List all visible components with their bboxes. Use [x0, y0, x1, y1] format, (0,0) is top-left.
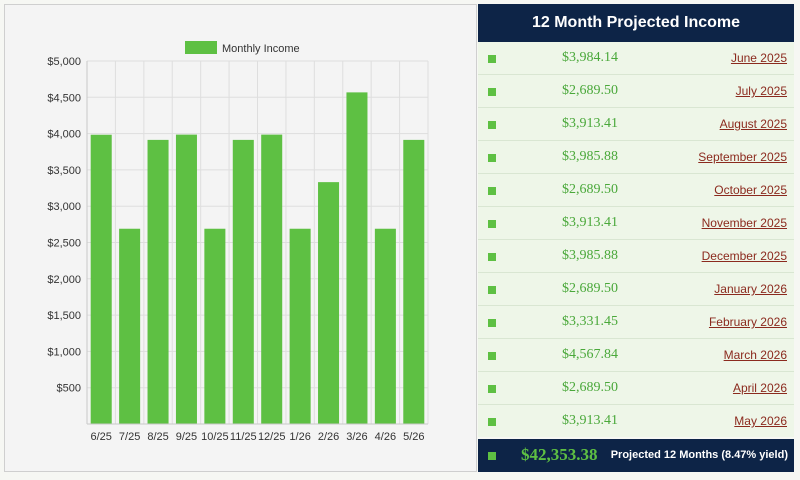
income-amount: $2,689.50: [562, 83, 618, 98]
bullet-icon: [488, 253, 496, 261]
month-link[interactable]: August 2025: [719, 117, 787, 131]
x-tick-label: 11/25: [230, 431, 257, 443]
y-tick-label: $1,500: [47, 310, 81, 322]
bar: [147, 139, 169, 425]
bullet-icon: [488, 187, 496, 195]
x-tick-label: 8/25: [147, 431, 168, 443]
legend-label: Monthly Income: [222, 43, 300, 55]
month-link[interactable]: January 2026: [714, 282, 787, 296]
bullet-icon: [488, 452, 496, 460]
y-tick-label: $5,000: [47, 56, 81, 68]
bar: [175, 134, 197, 424]
y-tick-label: $3,000: [47, 201, 81, 213]
bullet-icon: [488, 88, 496, 96]
income-amount: $3,985.88: [562, 248, 618, 263]
month-link[interactable]: April 2026: [732, 381, 787, 395]
month-link[interactable]: February 2026: [708, 315, 787, 329]
x-tick-label: 1/26: [289, 431, 310, 443]
income-row: $2,689.50 October 2025: [478, 174, 794, 207]
y-tick-label: $4,000: [47, 129, 81, 141]
bar: [90, 134, 112, 424]
x-tick-label: 9/25: [176, 431, 197, 443]
total-footer: $42,353.38 Projected 12 Months (8.47% yi…: [478, 439, 794, 472]
income-row: $2,689.50 January 2026: [478, 273, 794, 306]
income-list: $3,984.14 June 2025 $2,689.50 July 2025 $3,9…: [478, 42, 794, 437]
income-row: $3,913.41 May 2026: [478, 405, 794, 437]
x-tick-label: 5/26: [403, 431, 424, 443]
x-tick-label: 6/25: [90, 431, 111, 443]
bullet-icon: [488, 55, 496, 63]
bar: [261, 134, 283, 424]
bullet-icon: [488, 418, 496, 426]
bullet-icon: [488, 154, 496, 162]
bar: [318, 182, 340, 424]
month-link[interactable]: June 2025: [730, 51, 787, 65]
bullet-icon: [488, 319, 496, 327]
x-tick-label: 10/25: [201, 431, 229, 443]
y-tick-label: $2,000: [47, 274, 81, 286]
projected-total: $42,353.38: [521, 445, 598, 464]
month-link[interactable]: July 2025: [735, 84, 787, 98]
month-link[interactable]: October 2025: [714, 183, 787, 197]
y-tick-label: $3,500: [47, 165, 81, 177]
bar: [346, 92, 368, 424]
y-tick-label: $500: [57, 383, 81, 395]
income-amount: $3,984.14: [562, 50, 618, 65]
bar: [403, 139, 425, 425]
x-tick-label: 7/25: [119, 431, 140, 443]
income-amount: $3,913.41: [562, 413, 618, 428]
income-amount: $3,913.41: [562, 215, 618, 230]
income-amount: $2,689.50: [562, 380, 618, 395]
income-amount: $3,331.45: [562, 314, 618, 329]
x-tick-label: 4/26: [375, 431, 396, 443]
month-link[interactable]: September 2025: [698, 150, 787, 164]
income-row: $3,913.41 November 2025: [478, 207, 794, 240]
bar: [289, 228, 311, 424]
bullet-icon: [488, 385, 496, 393]
x-tick-label: 3/26: [346, 431, 367, 443]
bullet-icon: [488, 286, 496, 294]
bar: [204, 228, 226, 424]
month-link[interactable]: March 2026: [723, 348, 787, 362]
income-row: $4,567.84 March 2026: [478, 339, 794, 372]
month-link[interactable]: December 2025: [701, 249, 787, 263]
panel-title: 12 Month Projected Income: [478, 4, 794, 42]
income-row: $2,689.50 April 2026: [478, 372, 794, 405]
income-row: $3,331.45 February 2026: [478, 306, 794, 339]
income-amount: $3,985.88: [562, 149, 618, 164]
y-tick-label: $1,000: [47, 346, 81, 358]
bar: [119, 228, 141, 424]
y-tick-label: $2,500: [47, 238, 81, 250]
income-row: $3,984.14 June 2025: [478, 42, 794, 75]
x-tick-label: 2/26: [318, 431, 339, 443]
month-link[interactable]: May 2026: [734, 414, 787, 428]
y-tick-label: $4,500: [47, 92, 81, 104]
projected-total-label: Projected 12 Months (8.47% yield): [610, 449, 788, 461]
income-row: $2,689.50 July 2025: [478, 75, 794, 108]
bar: [232, 139, 254, 425]
bar: [374, 228, 396, 424]
month-link[interactable]: November 2025: [701, 216, 787, 230]
bullet-icon: [488, 352, 496, 360]
income-row: $3,913.41 August 2025: [478, 108, 794, 141]
income-chart-panel: $500 $1,000 $1,500 $2,000 $2,500 $3,000 $3,500…: [4, 4, 477, 472]
projected-income-panel: 12 Month Projected Income $3,984.14 June …: [478, 4, 794, 472]
bullet-icon: [488, 121, 496, 129]
income-row: $3,985.88 December 2025: [478, 240, 794, 273]
bullet-icon: [488, 220, 496, 228]
income-amount: $2,689.50: [562, 281, 618, 296]
income-amount: $3,913.41: [562, 116, 618, 131]
x-tick-label: 12/25: [258, 431, 286, 443]
legend-swatch: [185, 41, 217, 54]
income-amount: $4,567.84: [562, 347, 618, 362]
income-row: $3,985.88 September 2025: [478, 141, 794, 174]
monthly-income-chart: $500 $1,000 $1,500 $2,000 $2,500 $3,000 $3,500…: [47, 41, 429, 443]
income-amount: $2,689.50: [562, 182, 618, 197]
